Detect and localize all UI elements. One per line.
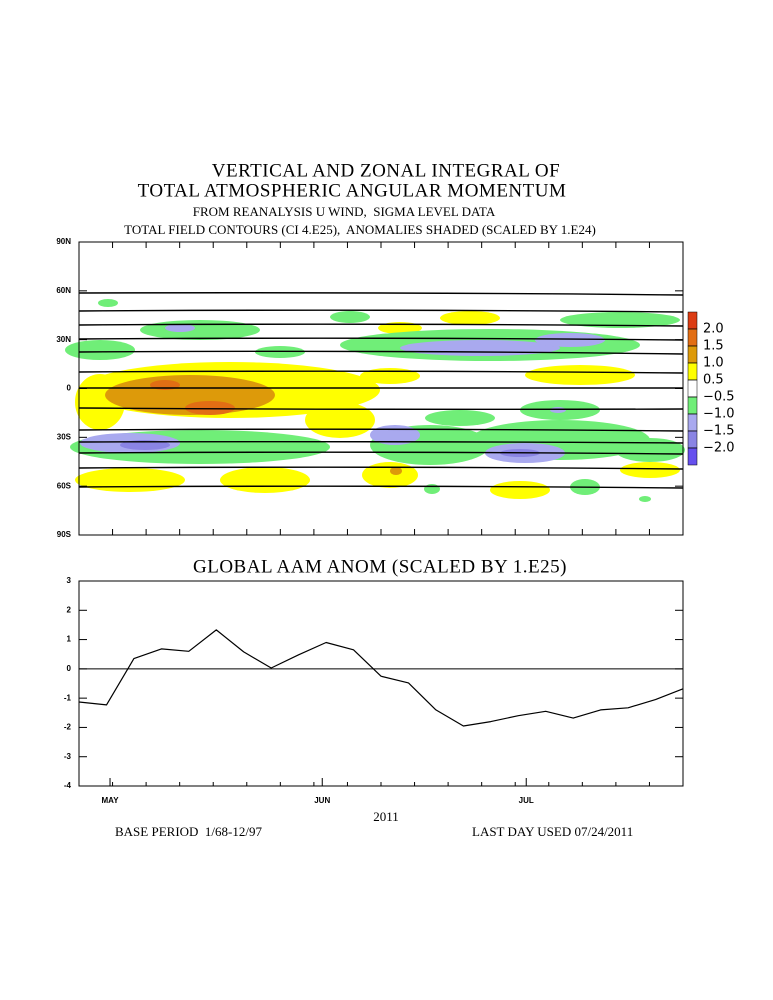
anomaly-region: [490, 481, 550, 499]
y-tick-label: 30S: [57, 432, 72, 441]
anomaly-region: [140, 320, 260, 340]
subtitle: TOTAL FIELD CONTOURS (CI 4.E25), ANOMALI…: [124, 222, 596, 237]
x-tick-label: MAY: [102, 796, 120, 805]
anomaly-region: [620, 462, 680, 478]
anomaly-region: [305, 402, 375, 438]
y-tick-label: 1: [67, 635, 72, 644]
y-tick-label: -3: [64, 752, 72, 761]
colorbar-label: −0.5: [703, 390, 735, 405]
y-tick-label: 2: [67, 605, 72, 614]
annotation: LAST DAY USED 07/24/2011: [472, 824, 633, 839]
anomaly-region: [639, 496, 651, 502]
anomaly-region: [400, 340, 560, 356]
anomaly-region: [360, 368, 420, 384]
y-tick-label: 60S: [57, 481, 72, 490]
aam-line: [78, 629, 684, 727]
y-tick-label: 90N: [56, 237, 71, 246]
y-tick-label: -1: [64, 693, 72, 702]
chart-title: GLOBAL AAM ANOM (SCALED BY 1.E25): [193, 556, 567, 577]
anomaly-region: [615, 438, 685, 462]
anomaly-region: [440, 311, 500, 325]
anomaly-region: [425, 410, 495, 426]
anomaly-region: [165, 324, 195, 332]
y-tick-label: 60N: [56, 286, 71, 295]
colorbar-label: −1.0: [703, 407, 735, 422]
anomaly-region: [65, 340, 135, 360]
colorbar-label: 1.0: [703, 356, 724, 371]
colorbar-swatch: [687, 430, 698, 449]
y-tick-label: -4: [64, 781, 72, 790]
colorbar-swatch: [687, 311, 698, 330]
colorbar-swatch: [687, 413, 698, 432]
anomaly-region: [98, 299, 118, 307]
anomaly-region: [330, 311, 370, 323]
anomaly-region: [75, 468, 185, 492]
colorbar-swatch: [687, 379, 698, 398]
anomaly-region: [220, 467, 310, 493]
colorbar-label: −1.5: [703, 424, 735, 439]
anomaly-region: [525, 365, 635, 385]
anomaly-region: [185, 401, 235, 415]
title: TOTAL ATMOSPHERIC ANGULAR MOMENTUM: [138, 180, 567, 201]
subtitle: FROM REANALYSIS U WIND, SIGMA LEVEL DATA: [193, 204, 496, 219]
colorbar-label: 1.5: [703, 339, 724, 354]
y-tick-label: 0: [67, 384, 72, 393]
y-tick-label: 90S: [57, 530, 72, 539]
x-tick-label: JUL: [519, 796, 534, 805]
colorbar-label: 0.5: [703, 373, 724, 388]
anomaly-region: [362, 462, 418, 488]
annotation: BASE PERIOD 1/68-12/97: [115, 824, 262, 839]
colorbar-swatch: [687, 396, 698, 415]
anomaly-region: [550, 407, 566, 413]
x-axis-label: 2011: [373, 809, 399, 824]
colorbar-swatch: [687, 362, 698, 381]
colorbar-label: 2.0: [703, 322, 724, 337]
anomaly-region: [390, 467, 402, 475]
anomaly-region: [535, 333, 605, 347]
y-tick-label: 3: [67, 576, 72, 585]
title: VERTICAL AND ZONAL INTEGRAL OF: [212, 160, 560, 181]
anomaly-region: [560, 312, 680, 328]
colorbar-swatch: [687, 447, 698, 466]
colorbar-swatch: [687, 345, 698, 364]
x-tick-label: JUN: [314, 796, 330, 805]
y-tick-label: -2: [64, 723, 72, 732]
y-tick-label: 0: [67, 664, 72, 673]
y-tick-label: 30N: [56, 335, 71, 344]
anomaly-region: [424, 484, 440, 494]
colorbar-swatch: [687, 328, 698, 347]
colorbar-label: −2.0: [703, 441, 735, 456]
field-contours: [78, 292, 684, 489]
